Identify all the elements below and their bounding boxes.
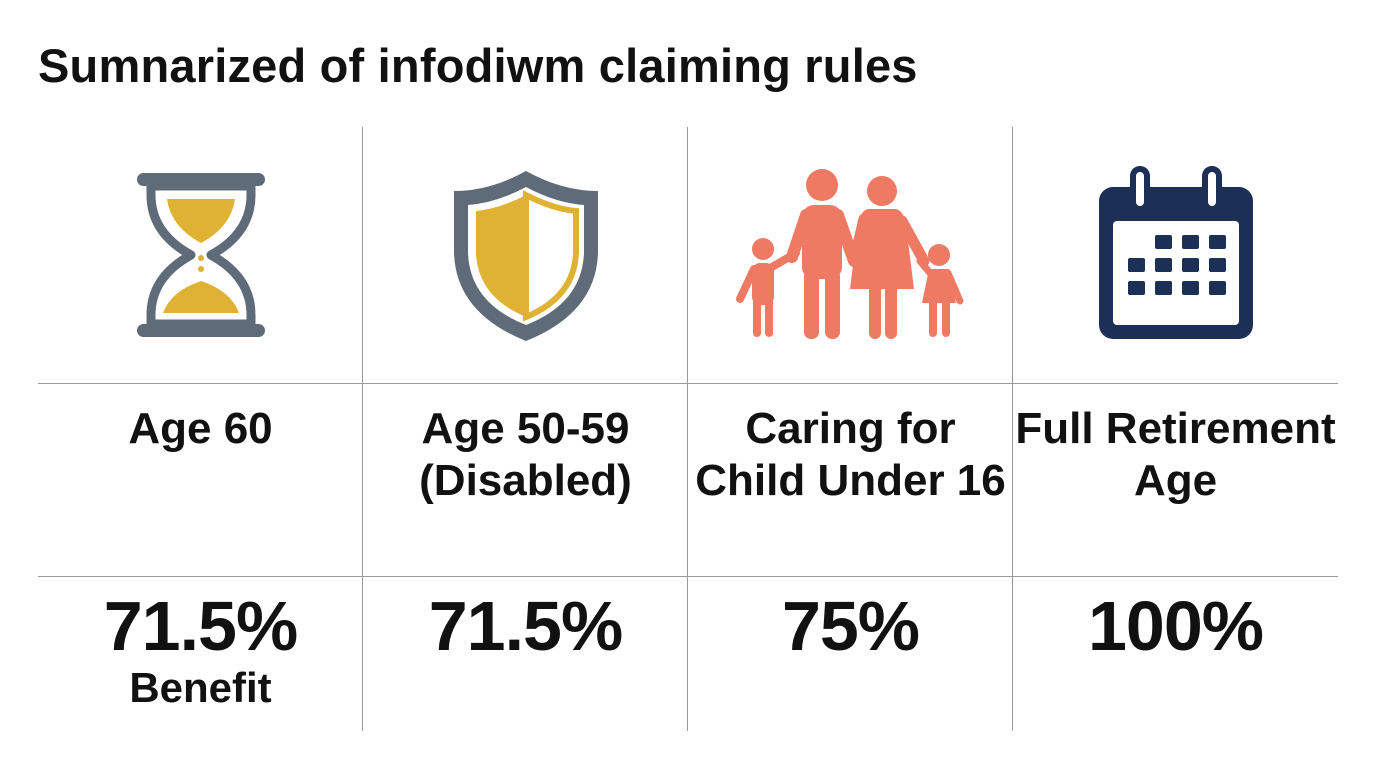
hourglass-icon (136, 173, 265, 337)
column-3-value: 75% (781, 587, 920, 665)
column-4-icon-cell (1013, 127, 1338, 383)
column-3-label: Caring for Child Under 16 (695, 404, 1006, 505)
column-1-value-cell: 71.5% Benefit (38, 591, 363, 713)
shield-icon (453, 171, 598, 341)
page-title: Sumnarized of infodiwm claiming rules (38, 39, 918, 92)
claiming-rules-grid: Age 60 71.5% Benefit Age 50-59 (Disabled… (38, 127, 1338, 731)
family-icon (735, 169, 963, 339)
column-4-value-cell: 100% (1013, 591, 1338, 663)
column-1-sub: Benefit (129, 664, 272, 711)
column-2-value: 71.5% (428, 587, 623, 665)
column-1-label: Age 60 (128, 404, 273, 453)
column-2-value-cell: 71.5% (363, 591, 688, 663)
column-3-icon-cell (688, 127, 1013, 383)
column-divider (1012, 127, 1013, 731)
column-1-value: 71.5% (103, 587, 298, 665)
row-divider (38, 383, 1338, 384)
column-4-label: Full Retirement Age (1015, 404, 1336, 505)
column-1-icon-cell (38, 127, 363, 383)
column-4-value: 100% (1087, 587, 1264, 665)
column-2-icon-cell (363, 127, 688, 383)
column-2-label: Age 50-59 (Disabled) (419, 404, 632, 505)
column-divider (362, 127, 363, 731)
row-divider (38, 576, 1338, 577)
calendar-icon (1098, 166, 1253, 339)
column-divider (687, 127, 688, 731)
column-3-value-cell: 75% (688, 591, 1013, 663)
